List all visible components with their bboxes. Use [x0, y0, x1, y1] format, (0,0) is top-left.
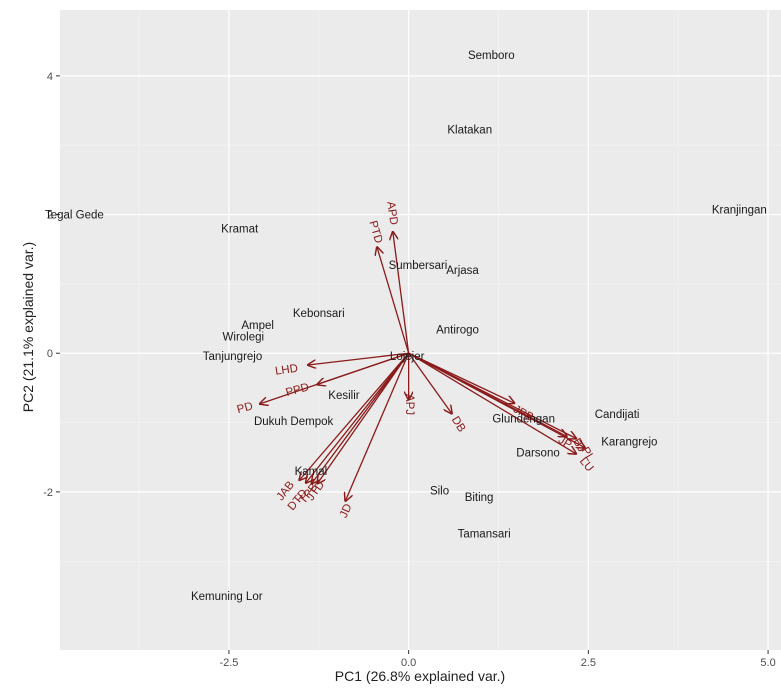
- loading-arrow-apd: [393, 232, 410, 354]
- point-label: Tegal Gede: [45, 210, 104, 222]
- point-label: Silo: [430, 486, 449, 498]
- point-label: Karangrejo: [601, 436, 657, 448]
- x-tick-label: 5.0: [760, 657, 775, 669]
- point-label: Sumbersari: [389, 260, 448, 272]
- y-tick-label: 4: [47, 71, 53, 83]
- loading-label: PD: [236, 400, 255, 416]
- point-label: Kranjingan: [712, 205, 767, 217]
- loading-arrow-pd: [260, 352, 409, 404]
- x-tick-label: -2.5: [219, 657, 238, 669]
- point-label: Antirogo: [436, 325, 479, 337]
- point-label: Kramat: [221, 223, 259, 235]
- point-label: Darsono: [516, 447, 559, 459]
- loading-arrow-dtd: [306, 352, 410, 483]
- point-label: Kesilir: [328, 390, 359, 402]
- loading-arrow-db: [408, 352, 452, 413]
- point-label: Klatakan: [447, 124, 492, 136]
- loading-arrow-pl: [408, 352, 585, 447]
- point-label: Dukuh Dempok: [254, 416, 334, 428]
- loading-arrow-tpb: [312, 352, 410, 483]
- loading-label: APJ: [403, 394, 415, 415]
- loading-arrow-lu: [408, 352, 576, 454]
- y-tick-label: -2: [43, 487, 53, 499]
- point-label: Ampel: [241, 320, 274, 332]
- loading-arrow-lhd: [308, 352, 409, 365]
- point-label: Kebonsari: [293, 308, 345, 320]
- loading-label: LHD: [274, 363, 298, 378]
- point-label: Biting: [465, 492, 494, 504]
- point-label: Tanjungrejo: [203, 351, 262, 363]
- point-label: Lojejer: [390, 351, 425, 363]
- x-axis-title: PC1 (26.8% explained var.): [334, 668, 506, 684]
- loading-label: BJ: [570, 436, 587, 454]
- loading-arrow-jtd: [317, 352, 410, 483]
- point-label: Candijati: [595, 409, 640, 421]
- loading-arrow-jd: [345, 352, 410, 501]
- x-tick-label: 0.0: [401, 657, 416, 669]
- point-label: Wirolegi: [223, 332, 265, 344]
- point-label: Kamal: [295, 466, 328, 478]
- point-label: Tamansari: [458, 529, 511, 541]
- loading-label: PPD: [284, 381, 310, 399]
- point-label: Kemuning Lor: [191, 591, 263, 603]
- point-label: Arjasa: [446, 265, 479, 277]
- point-label: Semboro: [468, 50, 515, 62]
- loading-arrow-jab: [299, 352, 410, 480]
- loading-arrow-ptd: [377, 247, 410, 354]
- loading-label: APD: [384, 201, 399, 226]
- point-label: Glundengan: [492, 413, 555, 425]
- y-axis-title: PC2 (21.1% explained var.): [20, 241, 36, 413]
- x-tick-label: 2.5: [581, 657, 596, 669]
- loading-label: JD: [338, 502, 355, 520]
- y-tick-label: 2: [47, 210, 53, 222]
- y-tick-label: 0: [47, 348, 53, 360]
- plot-panel: [60, 10, 781, 650]
